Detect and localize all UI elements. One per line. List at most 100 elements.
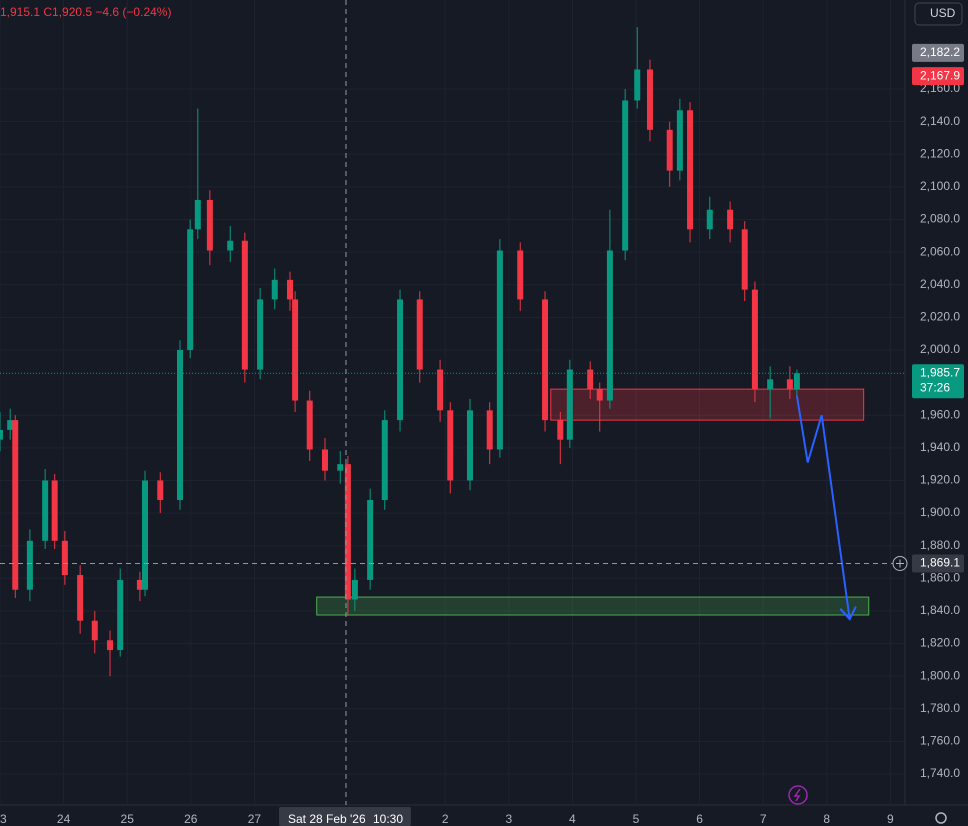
candle-body	[344, 464, 351, 600]
candle-body	[416, 299, 423, 370]
settings-icon[interactable]	[935, 812, 947, 824]
y-tick-label: 2,120.0	[920, 146, 960, 160]
x-tick-label: 3	[505, 812, 512, 826]
candle-body	[786, 379, 793, 390]
last-price-badge	[912, 364, 964, 399]
candle-body	[767, 379, 774, 390]
y-tick-label: 1,880.0	[920, 538, 960, 552]
y-tick-label: 1,760.0	[920, 734, 960, 748]
x-tick-label: 8	[823, 812, 830, 826]
candle-body	[741, 229, 748, 290]
projection-arrowhead	[839, 606, 857, 621]
candle-body	[227, 240, 234, 251]
currency-label[interactable]: USD	[930, 6, 956, 20]
y-tick-label: 1,860.0	[920, 570, 960, 584]
x-tick-label: 2	[442, 812, 449, 826]
x-tick-label: 4	[569, 812, 576, 826]
candle-body	[194, 199, 201, 230]
candle-body	[706, 209, 713, 230]
candle-body	[337, 464, 344, 471]
candle-body	[496, 250, 503, 450]
y-tick-label: 1,820.0	[920, 636, 960, 650]
candle-body	[751, 289, 758, 390]
crosshair-time-label: 10:30	[373, 812, 403, 826]
candle-body	[466, 410, 473, 481]
x-tick-label: 24	[57, 812, 71, 826]
candle-body	[61, 540, 68, 576]
x-tick-label: 26	[184, 812, 198, 826]
candle-body	[587, 369, 594, 390]
y-tick-label: 1,800.0	[920, 668, 960, 682]
x-tick-label: 5	[633, 812, 640, 826]
candle-body	[306, 400, 313, 450]
candle-body	[241, 240, 248, 370]
candle-body	[26, 540, 33, 590]
y-tick-label: 1,780.0	[920, 701, 960, 715]
candle-body	[486, 410, 493, 450]
alert-icon[interactable]	[788, 785, 808, 805]
candle-body	[557, 420, 564, 440]
y-tick-label: 2,020.0	[920, 310, 960, 324]
crosshair-price-badge	[912, 554, 964, 573]
countdown-label: 37:26	[920, 380, 950, 394]
price-badge	[912, 67, 964, 86]
currency-button[interactable]	[914, 2, 963, 26]
last-price-label: 1,985.7	[920, 365, 960, 379]
crosshair-date-label: Sat 28 Feb '26	[288, 812, 366, 826]
candle-body	[257, 299, 264, 370]
candle-body	[176, 349, 183, 501]
y-tick-label: 2,060.0	[920, 244, 960, 258]
x-tick-label: 6	[696, 812, 703, 826]
candle-body	[397, 299, 404, 421]
candle-body	[321, 449, 328, 471]
candle-body	[117, 579, 124, 651]
candle-body	[51, 480, 58, 541]
y-tick-label: 1,740.0	[920, 766, 960, 780]
ohlc-legend: 1,915.1 C1,920.5 −4.6 (−0.24%)	[0, 5, 171, 19]
candle-body	[142, 480, 149, 590]
add-alert-plus	[896, 559, 904, 568]
candle-body	[634, 69, 641, 101]
candle-body	[292, 299, 299, 401]
y-tick-label: 2,100.0	[920, 179, 960, 193]
crosshair-price-label: 1,869.1	[920, 556, 960, 570]
candle-body	[287, 279, 294, 300]
candle-body	[676, 110, 683, 171]
plot-area	[0, 0, 905, 805]
candle-body	[596, 389, 603, 401]
y-tick-label: 1,900.0	[920, 505, 960, 519]
axes: 2,160.02,140.02,120.02,100.02,080.02,060…	[0, 43, 964, 826]
candle-body	[727, 209, 734, 230]
x-tick-label: 9	[887, 812, 894, 826]
candle-body	[542, 299, 549, 421]
candle-body	[7, 420, 14, 430]
y-tick-label: 1,960.0	[920, 407, 960, 421]
candle-body	[77, 575, 84, 621]
zone	[550, 388, 865, 421]
x-tick-label: 3	[0, 812, 7, 826]
zone	[316, 596, 870, 616]
y-tick-label: 1,940.0	[920, 440, 960, 454]
candle-body	[351, 579, 358, 600]
candle-body	[367, 500, 374, 580]
projection-path	[795, 395, 851, 620]
candle-body	[42, 480, 49, 541]
candle-body	[136, 579, 143, 590]
x-tick-label: 25	[121, 812, 135, 826]
price-badge	[912, 43, 964, 62]
candle-body	[381, 420, 388, 501]
y-tick-label: 2,000.0	[920, 342, 960, 356]
candle-body	[437, 369, 444, 411]
candle-body	[622, 100, 629, 251]
candle-body	[187, 229, 194, 350]
candle-body	[91, 620, 98, 641]
y-tick-label: 2,080.0	[920, 212, 960, 226]
candle-body	[107, 640, 114, 651]
candle-body	[12, 420, 19, 590]
y-tick-label: 2,140.0	[920, 114, 960, 128]
candle-body	[793, 373, 800, 390]
y-tick-label: 1,920.0	[920, 473, 960, 487]
